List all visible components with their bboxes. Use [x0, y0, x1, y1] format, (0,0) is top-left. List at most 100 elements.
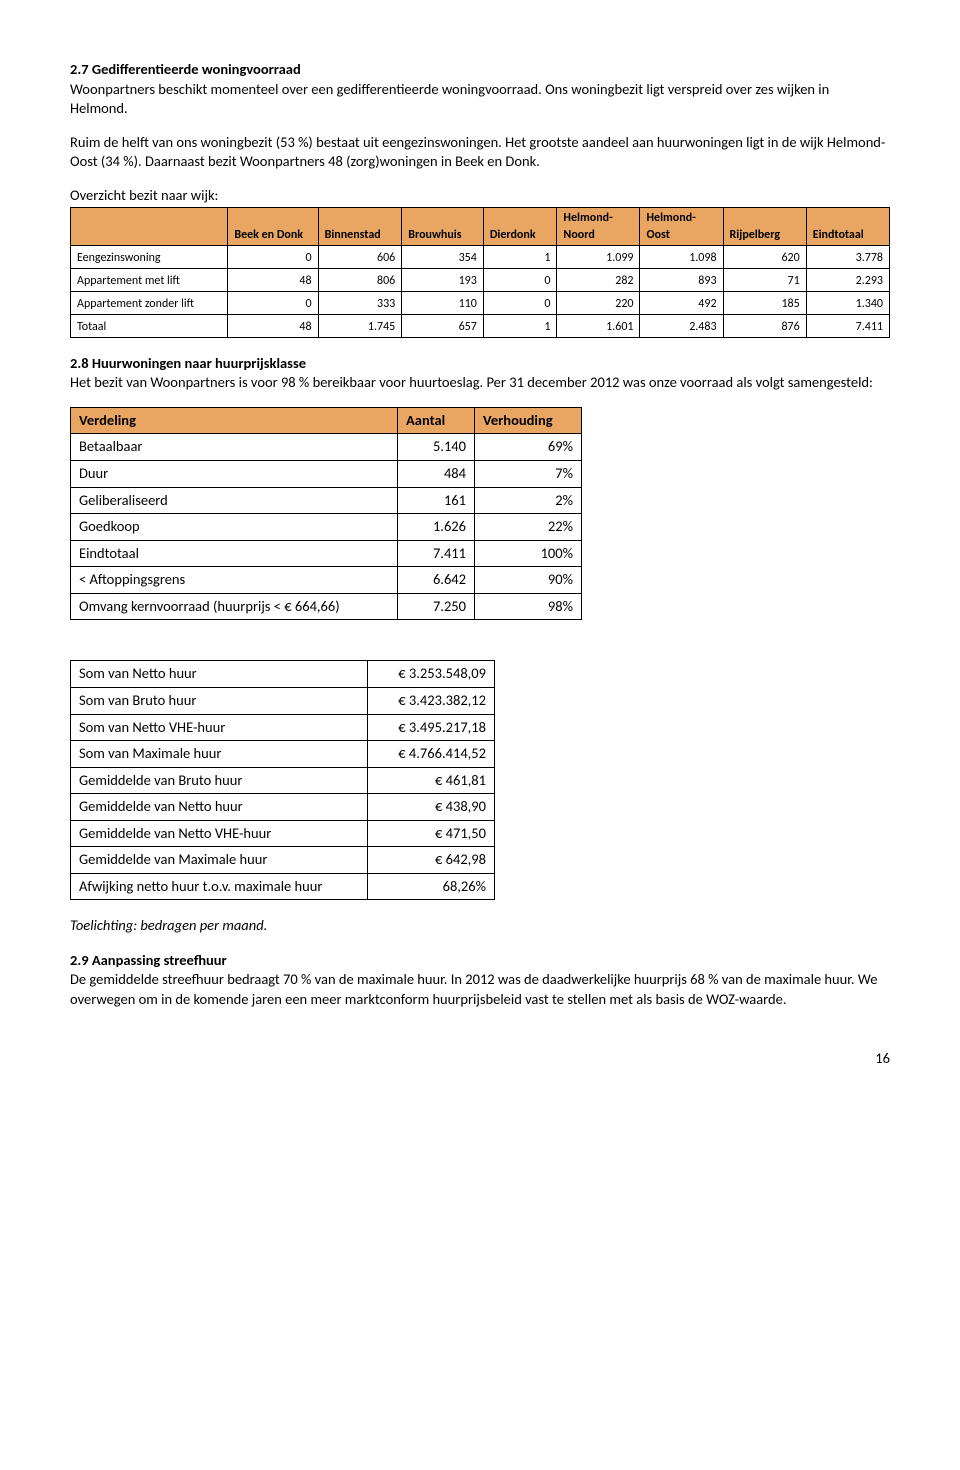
table-row: Gemiddelde van Maximale huur€ 642,98: [71, 847, 495, 874]
paragraph: Woonpartners beschikt momenteel over een…: [70, 80, 890, 119]
table-cell: 68,26%: [368, 873, 495, 900]
table-cell: 90%: [475, 567, 582, 594]
table-huur-sommen: Som van Netto huur€ 3.253.548,09Som van …: [70, 660, 495, 900]
table-cell: Gemiddelde van Bruto huur: [71, 767, 368, 794]
table-cell: 100%: [475, 540, 582, 567]
table-cell: 0: [483, 268, 557, 291]
table-cell: Goedkoop: [71, 514, 398, 541]
table-row: Som van Netto huur€ 3.253.548,09: [71, 661, 495, 688]
table-cell: Som van Bruto huur: [71, 687, 368, 714]
table-cell: 3.778: [806, 245, 889, 268]
heading-2-8: 2.8 Huurwoningen naar huurprijsklasse: [70, 354, 306, 372]
table-row: Som van Netto VHE-huur€ 3.495.217,18: [71, 714, 495, 741]
table-label: Overzicht bezit naar wijk:: [70, 186, 890, 206]
table-header-cell: Helmond-Oost: [640, 208, 723, 245]
table-cell: 606: [318, 245, 402, 268]
table-cell: 1.098: [640, 245, 723, 268]
page-number: 16: [70, 1049, 890, 1069]
table-row: Geliberaliseerd1612%: [71, 487, 582, 514]
table-cell: € 3.253.548,09: [368, 661, 495, 688]
table-row: < Aftoppingsgrens6.64290%: [71, 567, 582, 594]
table-cell: 5.140: [398, 434, 475, 461]
table-footnote: Toelichting: bedragen per maand.: [70, 916, 890, 936]
table-cell: 806: [318, 268, 402, 291]
table-row: Eengezinswoning060635411.0991.0986203.77…: [71, 245, 890, 268]
table-row: Duur4847%: [71, 461, 582, 488]
table-row: Gemiddelde van Bruto huur€ 461,81: [71, 767, 495, 794]
table-cell: 22%: [475, 514, 582, 541]
table-cell: 333: [318, 291, 402, 314]
table-header-cell: Brouwhuis: [402, 208, 484, 245]
table-cell: 354: [402, 245, 484, 268]
table-cell: Som van Netto VHE-huur: [71, 714, 368, 741]
table-cell: Duur: [71, 461, 398, 488]
table-cell: € 4.766.414,52: [368, 741, 495, 768]
table-row: Appartement zonder lift03331100220492185…: [71, 291, 890, 314]
table-cell: 48: [228, 314, 318, 337]
table-header-cell: Verhouding: [475, 407, 582, 434]
table-header-cell: Dierdonk: [483, 208, 557, 245]
table-header-cell: Helmond-Noord: [557, 208, 640, 245]
table-cell: Afwijking netto huur t.o.v. maximale huu…: [71, 873, 368, 900]
table-cell: 98%: [475, 593, 582, 620]
table-header-cell: Beek en Donk: [228, 208, 318, 245]
table-cell: € 3.495.217,18: [368, 714, 495, 741]
table-cell: 620: [723, 245, 806, 268]
table-header-cell: Aantal: [398, 407, 475, 434]
table-row: Goedkoop1.62622%: [71, 514, 582, 541]
table-cell: Gemiddelde van Netto huur: [71, 794, 368, 821]
table-cell: Omvang kernvoorraad (huurprijs < € 664,6…: [71, 593, 398, 620]
table-cell: 1.601: [557, 314, 640, 337]
table-cell: Appartement zonder lift: [71, 291, 228, 314]
table-cell: 71: [723, 268, 806, 291]
table-cell: 1.340: [806, 291, 889, 314]
table-cell: € 461,81: [368, 767, 495, 794]
section-2-8: 2.8 Huurwoningen naar huurprijsklasse He…: [70, 354, 890, 393]
table-cell: 69%: [475, 434, 582, 461]
table-header-cell: [71, 208, 228, 245]
table-cell: Totaal: [71, 314, 228, 337]
table-cell: 2.293: [806, 268, 889, 291]
table-cell: 1: [483, 314, 557, 337]
table-cell: Gemiddelde van Netto VHE-huur: [71, 820, 368, 847]
table-bezit-naar-wijk: Beek en DonkBinnenstadBrouwhuisDierdonkH…: [70, 207, 890, 337]
table-row: Eindtotaal7.411100%: [71, 540, 582, 567]
table-row: Appartement met lift488061930282893712.2…: [71, 268, 890, 291]
table-cell: 1.745: [318, 314, 402, 337]
table-row: Omvang kernvoorraad (huurprijs < € 664,6…: [71, 593, 582, 620]
table-cell: € 3.423.382,12: [368, 687, 495, 714]
table-cell: 110: [402, 291, 484, 314]
paragraph: Ruim de helft van ons woningbezit (53 %)…: [70, 133, 890, 172]
table-row: Som van Maximale huur€ 4.766.414,52: [71, 741, 495, 768]
table-header-cell: Binnenstad: [318, 208, 402, 245]
table-row: Gemiddelde van Netto VHE-huur€ 471,50: [71, 820, 495, 847]
table-cell: Appartement met lift: [71, 268, 228, 291]
table-row: Afwijking netto huur t.o.v. maximale huu…: [71, 873, 495, 900]
table-cell: 1.626: [398, 514, 475, 541]
table-cell: € 642,98: [368, 847, 495, 874]
table-header-cell: Verdeling: [71, 407, 398, 434]
table-cell: 1.099: [557, 245, 640, 268]
table-header-cell: Eindtotaal: [806, 208, 889, 245]
table-cell: 0: [228, 291, 318, 314]
heading-2-7: 2.7 Gedifferentieerde woningvoorraad: [70, 60, 890, 80]
table-cell: Betaalbaar: [71, 434, 398, 461]
table-header-cell: Rijpelberg: [723, 208, 806, 245]
table-cell: < Aftoppingsgrens: [71, 567, 398, 594]
table-cell: 282: [557, 268, 640, 291]
table-cell: 0: [228, 245, 318, 268]
table-cell: 2.483: [640, 314, 723, 337]
paragraph: Het bezit van Woonpartners is voor 98 % …: [70, 373, 873, 391]
table-row: Totaal481.74565711.6012.4838767.411: [71, 314, 890, 337]
table-cell: 893: [640, 268, 723, 291]
table-cell: Eengezinswoning: [71, 245, 228, 268]
table-cell: 0: [483, 291, 557, 314]
table-row: Som van Bruto huur€ 3.423.382,12: [71, 687, 495, 714]
paragraph: De gemiddelde streefhuur bedraagt 70 % v…: [70, 970, 890, 1009]
table-cell: 7.411: [806, 314, 889, 337]
table-row: Betaalbaar5.14069%: [71, 434, 582, 461]
table-cell: 876: [723, 314, 806, 337]
heading-2-9: 2.9 Aanpassing streefhuur: [70, 951, 890, 971]
table-cell: 7.411: [398, 540, 475, 567]
table-cell: 48: [228, 268, 318, 291]
